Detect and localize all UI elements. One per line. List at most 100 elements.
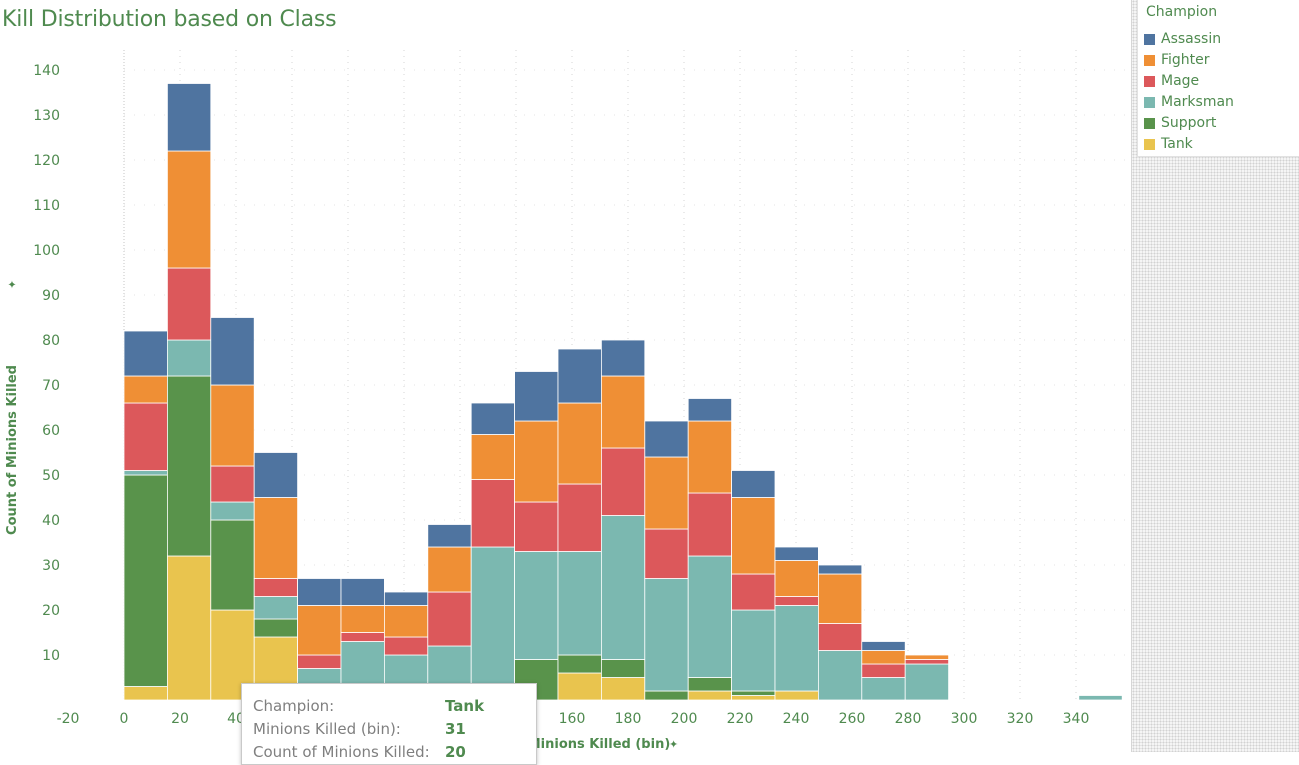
bar-segment-assassin[interactable]	[601, 339, 646, 377]
bar-segment-mage[interactable]	[904, 659, 950, 665]
bar-segment-assassin[interactable]	[818, 564, 863, 575]
bar-segment-support[interactable]	[644, 690, 689, 701]
y-axis-pin-icon[interactable]: ✦	[6, 280, 19, 289]
bar-segment-mage[interactable]	[644, 528, 689, 579]
bar-segment-fighter[interactable]	[123, 375, 168, 404]
bar-segment-marksman[interactable]	[253, 596, 298, 620]
bar-segment-tank[interactable]	[557, 672, 602, 701]
bar-segment-fighter[interactable]	[774, 560, 819, 597]
bar-segment-mage[interactable]	[297, 654, 342, 669]
bar-segment-mage[interactable]	[166, 267, 212, 341]
bar-segment-fighter[interactable]	[644, 456, 689, 530]
bar-segment-marksman[interactable]	[731, 609, 776, 692]
bar-segment-tank[interactable]	[123, 686, 168, 701]
bar-segment-assassin[interactable]	[383, 591, 429, 606]
bar-segment-tank[interactable]	[731, 695, 776, 701]
bar-segment-fighter[interactable]	[904, 654, 950, 660]
legend[interactable]: Champion Assassin Fighter Mage Marksman …	[1137, 0, 1299, 157]
bar-segment-assassin[interactable]	[427, 524, 472, 548]
bar-segment-fighter[interactable]	[253, 497, 298, 579]
bar-segment-assassin[interactable]	[731, 470, 776, 498]
bar-segment-fighter[interactable]	[557, 402, 602, 485]
bar-segment-mage[interactable]	[557, 483, 602, 552]
bar-segment-marksman[interactable]	[644, 578, 689, 692]
bar-segment-mage[interactable]	[601, 447, 646, 516]
bar-segment-assassin[interactable]	[166, 83, 212, 152]
bar-segment-mage[interactable]	[427, 591, 472, 647]
bar-segment-marksman[interactable]	[1078, 695, 1123, 701]
bar-segment-mage[interactable]	[818, 623, 863, 651]
bar-segment-mage[interactable]	[470, 479, 516, 548]
x-axis-pin-icon[interactable]: ✦	[669, 738, 678, 751]
bar-segment-fighter[interactable]	[427, 546, 472, 593]
bar-segment-assassin[interactable]	[340, 578, 385, 606]
y-axis-title[interactable]: Count of Minions Killed	[5, 365, 20, 535]
bar-segment-support[interactable]	[166, 375, 212, 557]
bar-segment-marksman[interactable]	[123, 470, 168, 476]
bar-segment-assassin[interactable]	[253, 452, 298, 498]
bar-segment-assassin[interactable]	[644, 420, 689, 458]
bar-segment-fighter[interactable]	[383, 605, 429, 638]
bar-segment-fighter[interactable]	[297, 605, 342, 656]
bar-segment-assassin[interactable]	[514, 371, 559, 422]
bar-segment-support[interactable]	[731, 690, 776, 696]
bars-layer[interactable]	[123, 83, 1123, 701]
bar-segment-mage[interactable]	[514, 501, 559, 552]
bar-segment-marksman[interactable]	[861, 677, 906, 701]
bar-segment-tank[interactable]	[687, 690, 733, 701]
bar-segment-assassin[interactable]	[470, 402, 516, 435]
bar-segment-fighter[interactable]	[601, 375, 646, 449]
bar-segment-tank[interactable]	[166, 555, 212, 701]
bar-segment-marksman[interactable]	[470, 546, 516, 701]
bar-segment-assassin[interactable]	[123, 330, 168, 377]
bar-segment-marksman[interactable]	[557, 551, 602, 656]
bar-segment-marksman[interactable]	[904, 663, 950, 701]
legend-label: Support	[1161, 115, 1217, 131]
bar-segment-assassin[interactable]	[297, 578, 342, 606]
bar-segment-mage[interactable]	[861, 663, 906, 678]
bar-segment-marksman[interactable]	[166, 339, 212, 377]
bar-segment-fighter[interactable]	[514, 420, 559, 503]
x-axis-title[interactable]: Minions Killed (bin)	[528, 737, 671, 752]
bar-segment-tank[interactable]	[601, 677, 646, 701]
bar-segment-fighter[interactable]	[861, 650, 906, 665]
bar-segment-marksman[interactable]	[514, 551, 559, 660]
bar-segment-fighter[interactable]	[818, 573, 863, 624]
bar-segment-mage[interactable]	[383, 636, 429, 656]
bar-segment-mage[interactable]	[340, 632, 385, 642]
bar-segment-support[interactable]	[253, 618, 298, 638]
bar-segment-support[interactable]	[687, 677, 733, 692]
bar-segment-marksman[interactable]	[601, 515, 646, 660]
bar-segment-assassin[interactable]	[557, 348, 602, 404]
bar-segment-support[interactable]	[601, 659, 646, 678]
bar-segment-fighter[interactable]	[731, 497, 776, 575]
tooltip: Champion: Tank Minions Killed (bin): 31 …	[241, 683, 537, 765]
bar-segment-fighter[interactable]	[470, 434, 516, 480]
bar-segment-marksman[interactable]	[774, 605, 819, 692]
bar-segment-assassin[interactable]	[687, 398, 733, 422]
bar-segment-marksman[interactable]	[687, 555, 733, 678]
tooltip-value: Tank	[445, 697, 485, 715]
bar-segment-support[interactable]	[557, 654, 602, 674]
bar-segment-marksman[interactable]	[818, 650, 863, 701]
legend-swatch-mage	[1144, 76, 1155, 87]
bar-segment-fighter[interactable]	[166, 150, 212, 269]
bar-segment-fighter[interactable]	[210, 384, 255, 467]
bar-segment-mage[interactable]	[123, 402, 168, 471]
bar-segment-support[interactable]	[123, 474, 168, 687]
bar-segment-mage[interactable]	[774, 596, 819, 606]
bar-segment-marksman[interactable]	[210, 501, 255, 521]
bar-segment-support[interactable]	[210, 519, 255, 611]
bar-segment-fighter[interactable]	[687, 420, 733, 494]
bar-segment-mage[interactable]	[687, 492, 733, 557]
bar-segment-fighter[interactable]	[340, 605, 385, 633]
bar-segment-assassin[interactable]	[210, 317, 255, 386]
bar-segment-assassin[interactable]	[774, 546, 819, 561]
legend-label: Marksman	[1161, 94, 1234, 110]
bar-segment-mage[interactable]	[731, 573, 776, 611]
bar-segment-tank[interactable]	[774, 690, 819, 701]
stacked-bar-chart[interactable]: 10 20 30 40 50 60 70 80 90 100 110 120 130 140 -20 0 20…	[0, 0, 1131, 752]
bar-segment-assassin[interactable]	[861, 641, 906, 651]
bar-segment-mage[interactable]	[253, 578, 298, 597]
bar-segment-mage[interactable]	[210, 465, 255, 503]
